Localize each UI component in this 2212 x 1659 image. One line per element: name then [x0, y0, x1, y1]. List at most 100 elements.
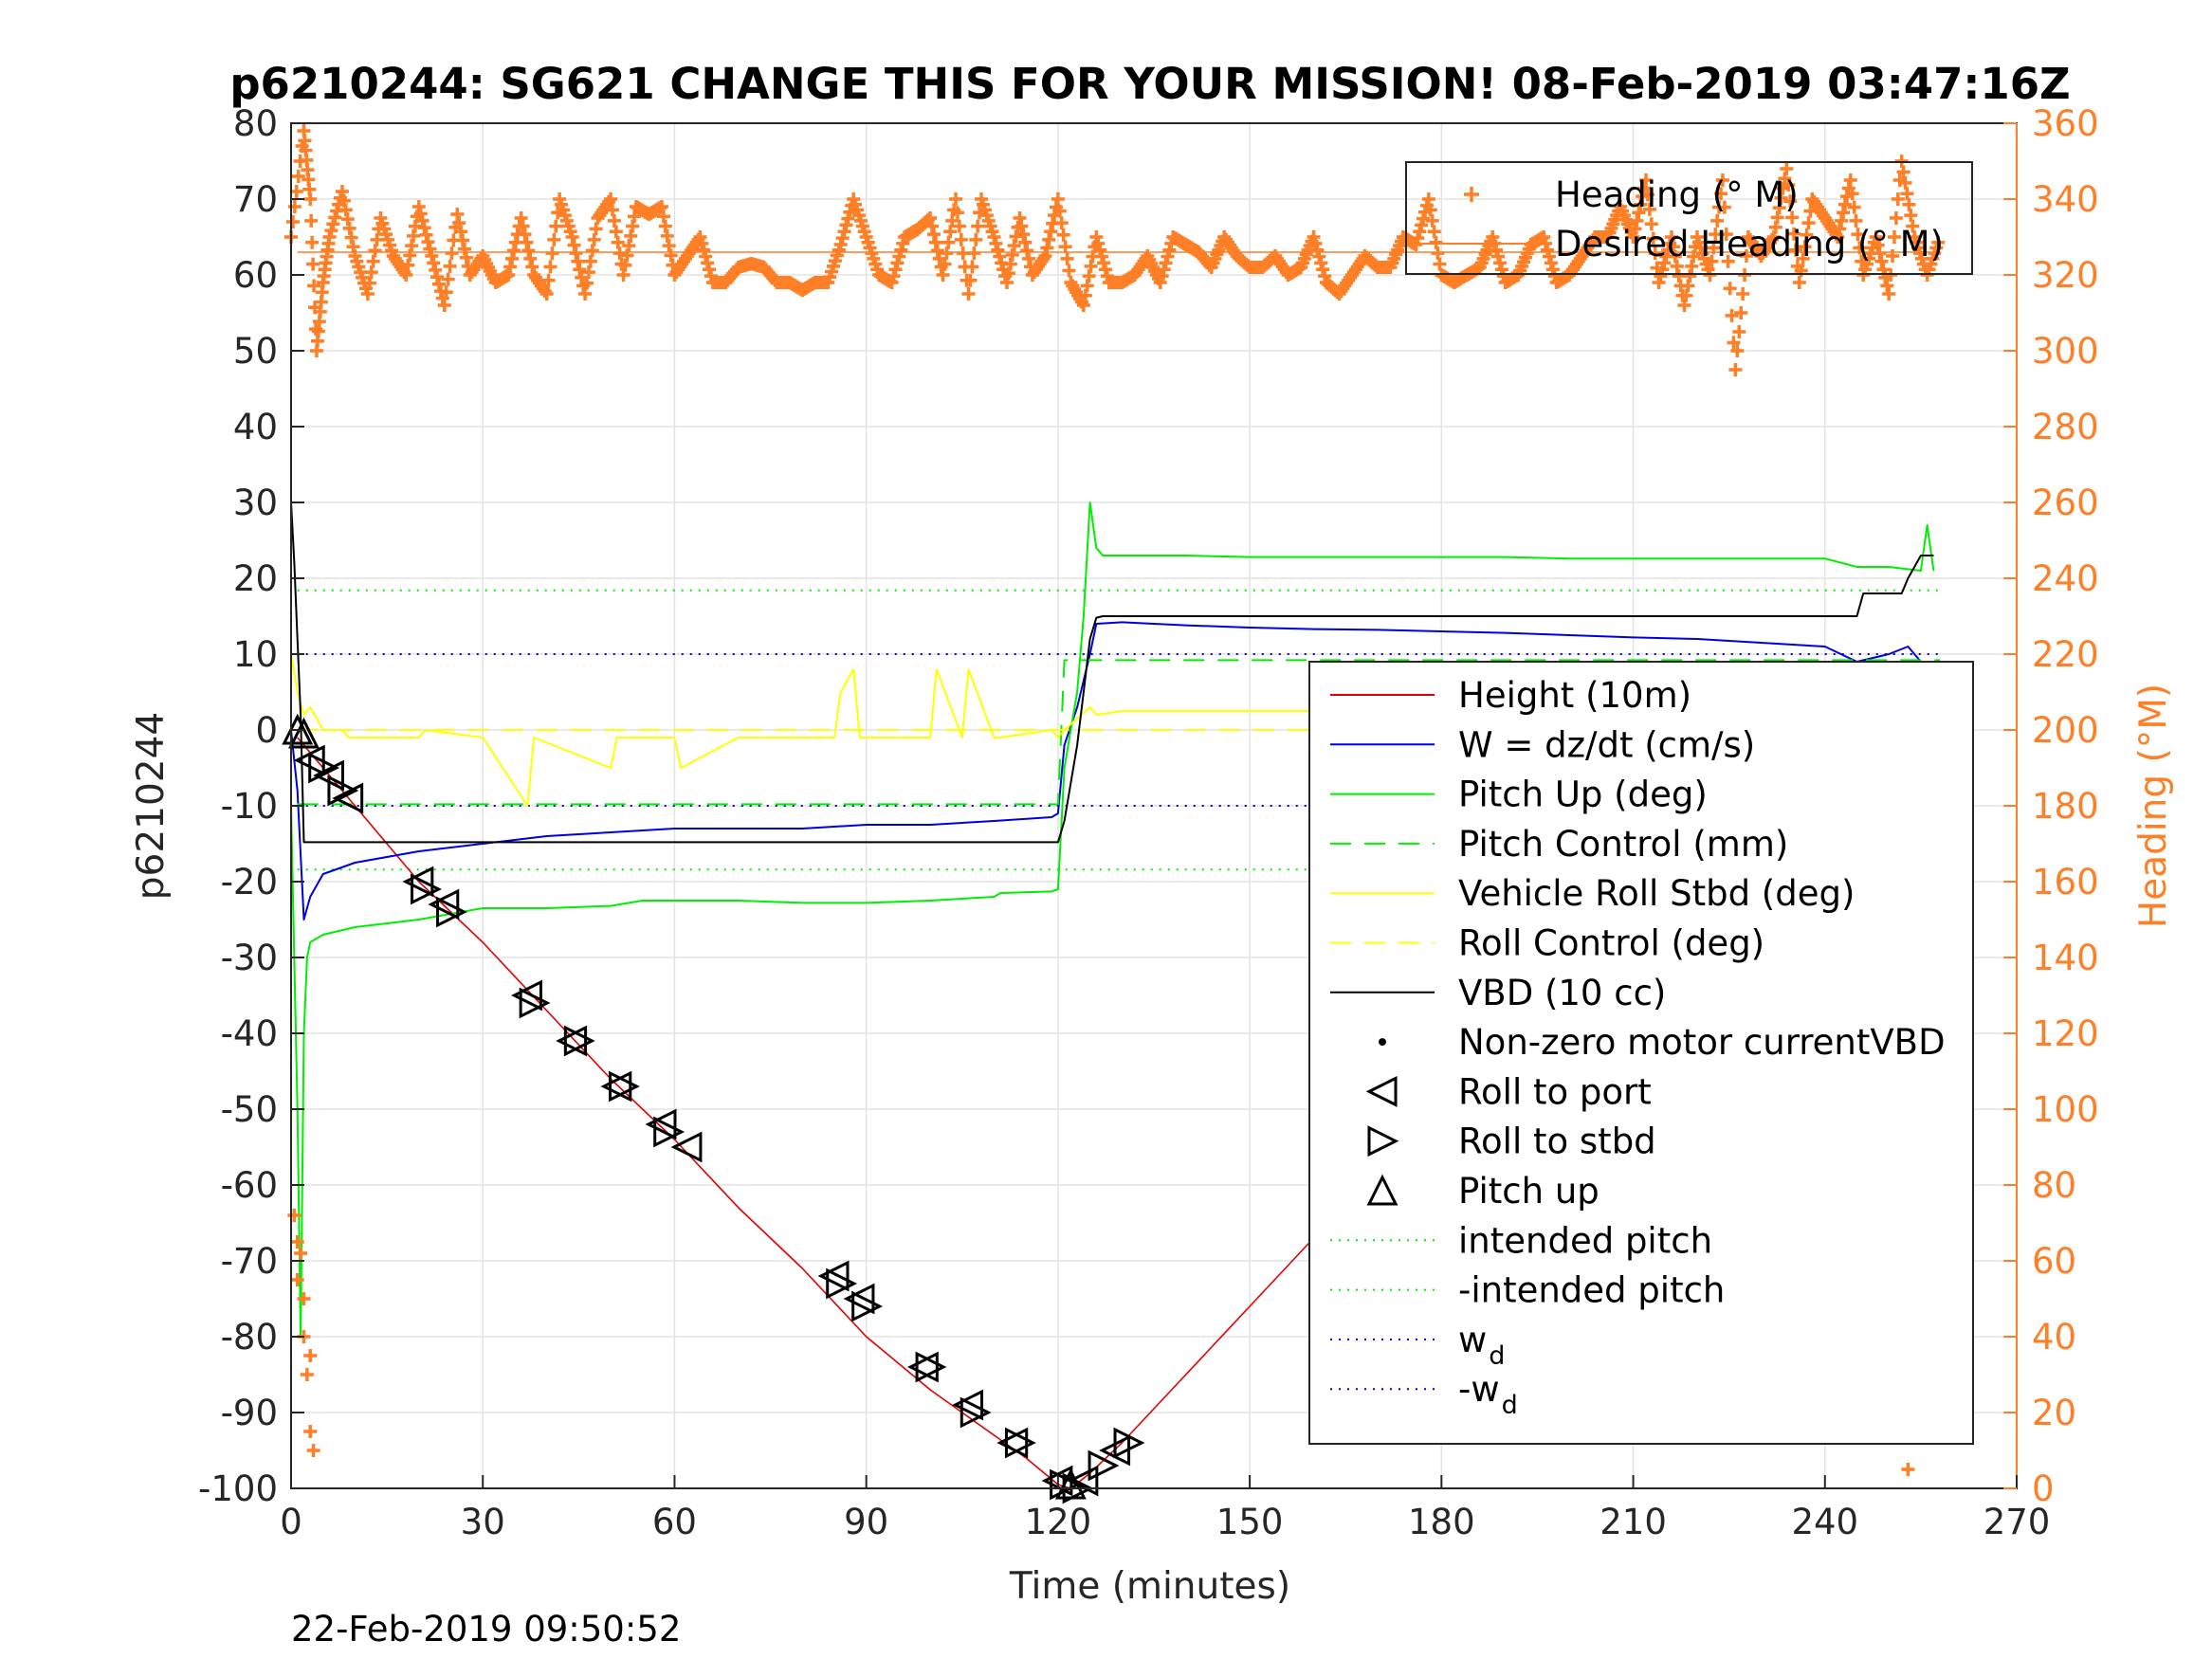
heading-point [289, 185, 303, 198]
heading-point [549, 219, 563, 233]
roll-to-stbd-marker [915, 1351, 947, 1383]
heading-point [1541, 243, 1555, 257]
heading-point [1880, 279, 1894, 293]
heading-surface-point [300, 1368, 314, 1381]
y2-axis-ticks: 0 20 40 60 80 100 120 140 160 180 200 220 240 260 280 3… [2003, 103, 2099, 1509]
heading-point [291, 170, 305, 183]
heading-point [1783, 194, 1798, 209]
heading-point [1770, 210, 1784, 225]
heading-point [1080, 279, 1094, 293]
roll-to-port-marker [996, 1427, 1029, 1459]
heading-point [1009, 229, 1023, 244]
heading-point [326, 217, 340, 231]
heading-point [587, 232, 601, 246]
heading-point [324, 224, 338, 238]
series-line-1 [290, 621, 1935, 921]
x-tick-label: 0 [280, 1502, 302, 1542]
heading-point [1084, 259, 1098, 273]
heading-point [1871, 238, 1885, 252]
heading-point [1054, 216, 1069, 230]
heading-point [1772, 201, 1786, 215]
legend-main-label: Roll to port [1458, 1071, 1652, 1112]
heading-point [1837, 206, 1851, 220]
heading-point [1730, 344, 1745, 357]
heading-point [963, 273, 978, 287]
heading-point [1665, 230, 1678, 244]
heading-point [1162, 243, 1177, 257]
heading-point [999, 276, 1014, 289]
heading-point [991, 243, 1005, 257]
heading-surface-point [303, 1425, 318, 1438]
y2-tick-label: 40 [2032, 1317, 2076, 1358]
heading-point [1093, 243, 1107, 257]
pitch-up-marker [1054, 1468, 1087, 1500]
heading-point [1679, 288, 1693, 302]
heading-point [445, 246, 459, 261]
heading-point [405, 239, 419, 253]
heading-point [971, 219, 985, 233]
heading-point [945, 213, 960, 228]
heading-point [1780, 162, 1794, 175]
legend-main-label: Height (10m) [1458, 675, 1691, 716]
y2-tick-label: 300 [2032, 331, 2099, 372]
heading-point [415, 213, 430, 228]
heading-point [941, 235, 956, 249]
x-tick-label: 60 [652, 1502, 697, 1542]
heading-point [368, 244, 382, 258]
heading-point [303, 192, 318, 206]
legend-main-label: Pitch Control (mm) [1458, 824, 1788, 865]
heading-point [1628, 222, 1642, 236]
heading-point [573, 263, 587, 277]
y2-tick-label: 240 [2032, 558, 2099, 599]
heading-point [1710, 213, 1725, 228]
heading-point [525, 260, 539, 274]
legend-main-subscript: d [1502, 1391, 1518, 1420]
heading-point [506, 244, 521, 258]
heading-point [835, 231, 850, 246]
legend-symbol-dot [1379, 1038, 1386, 1047]
heading-point [346, 240, 360, 254]
heading-point [1537, 230, 1551, 244]
legend-heading: Heading (° M) Desired Heading (° M) [1405, 161, 1973, 275]
heading-point [454, 225, 468, 239]
heading-point [950, 206, 964, 220]
heading-point [952, 219, 966, 233]
heading-point [1310, 243, 1325, 257]
heading-point [940, 246, 954, 261]
legend-main-label: VBD (10 cc) [1458, 973, 1666, 1013]
heading-point [888, 263, 903, 277]
heading-point [1308, 236, 1323, 250]
y-tick-label: -100 [198, 1468, 278, 1509]
heading-point [1766, 230, 1781, 244]
heading-point [502, 268, 516, 282]
heading-point [456, 233, 470, 247]
heading-surface-point [303, 1349, 318, 1362]
heading-point [967, 246, 981, 261]
heading-point [1634, 197, 1648, 211]
heading-point [656, 210, 670, 224]
heading-point [1016, 228, 1031, 242]
heading-point [1007, 239, 1021, 253]
heading-point [965, 260, 979, 274]
x-tick-label: 210 [1600, 1502, 1667, 1542]
heading-point [1423, 203, 1437, 217]
heading-surface-point [294, 1247, 308, 1260]
heading-point [887, 269, 901, 283]
heading-point [1833, 222, 1847, 236]
legend-symbol-triangle [1365, 1075, 1398, 1107]
heading-point [1013, 211, 1027, 225]
heading-point [839, 218, 853, 232]
heading-point [930, 244, 944, 258]
heading-point [1800, 228, 1814, 242]
heading-point [429, 263, 443, 277]
legend-main-label: -w [1458, 1369, 1500, 1410]
y-tick-label: -40 [221, 1013, 278, 1054]
heading-point [322, 230, 337, 244]
heading-point [1681, 279, 1695, 293]
legend-symbol-triangle [1367, 1125, 1399, 1158]
heading-point [605, 203, 619, 217]
roll-to-port-marker [843, 1283, 875, 1315]
heading-point [1157, 263, 1171, 277]
pitch-up-marker [288, 717, 320, 749]
heading-point [344, 230, 358, 245]
